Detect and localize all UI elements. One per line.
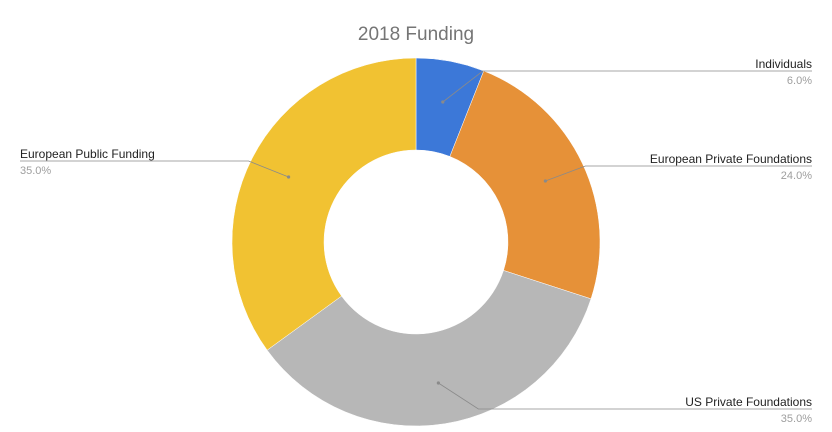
leader-lines-group xyxy=(20,70,812,410)
chart-title: 2018 Funding xyxy=(358,24,474,45)
leader-dot-us-private-foundations xyxy=(436,381,440,385)
slice-european-public-funding[interactable] xyxy=(231,57,417,351)
slice-label-us-private-foundations: US Private Foundations xyxy=(685,395,812,409)
leader-line-individuals xyxy=(442,70,812,103)
slice-value-european-public-funding: 35.0% xyxy=(20,165,51,177)
slice-labels-group: Individuals 6.0% European Private Foundati… xyxy=(20,57,812,425)
slice-value-individuals: 6.0% xyxy=(787,75,812,87)
slices-group xyxy=(231,57,601,427)
leader-dot-individuals xyxy=(441,100,445,104)
slice-value-european-private-foundations: 24.0% xyxy=(781,170,812,182)
leader-line-european-public-funding xyxy=(20,160,289,178)
leader-line-european-private-foundations xyxy=(545,165,812,182)
slice-european-private-foundations[interactable] xyxy=(449,70,601,300)
slice-us-private-foundations[interactable] xyxy=(266,270,592,427)
slice-value-us-private-foundations: 35.0% xyxy=(781,413,812,425)
leader-dot-european-private-foundations xyxy=(543,179,547,183)
slice-label-individuals: Individuals xyxy=(755,57,812,71)
slice-label-european-public-funding: European Public Funding xyxy=(20,147,155,161)
leader-dot-european-public-funding xyxy=(286,175,291,179)
slice-label-european-private-foundations: European Private Foundations xyxy=(650,152,812,166)
leader-line-us-private-foundations xyxy=(438,382,812,410)
